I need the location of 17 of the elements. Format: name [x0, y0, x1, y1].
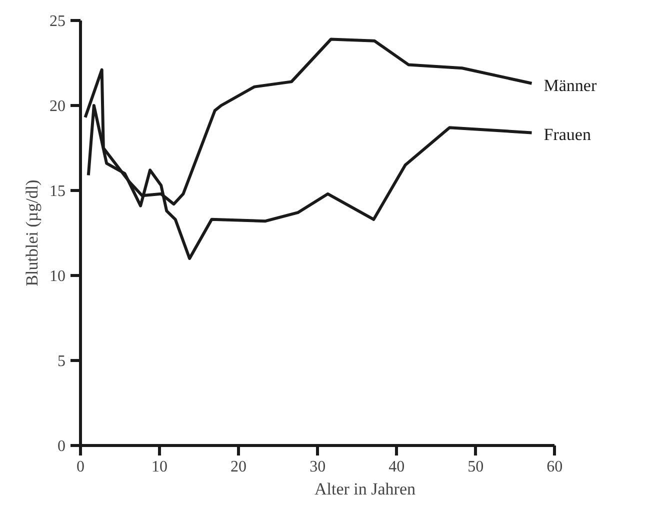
- x-tick-label: 40: [388, 458, 405, 476]
- x-tick-label: 0: [76, 458, 84, 476]
- x-tick-label: 10: [152, 458, 168, 476]
- x-tick-label: 30: [310, 458, 326, 476]
- y-axis-title: Blutblei (µg/dl): [22, 180, 42, 286]
- y-tick-label: 15: [50, 183, 66, 200]
- series-label: Männer: [544, 76, 597, 95]
- y-tick-label: 25: [50, 13, 66, 30]
- x-tick-label: 20: [230, 458, 247, 476]
- series-label: Frauen: [544, 125, 592, 144]
- y-tick-label: 10: [50, 268, 66, 285]
- x-tick-label: 60: [546, 458, 563, 476]
- x-tick-label: 50: [468, 458, 484, 476]
- x-axis-title: Alter in Jahren: [314, 480, 416, 498]
- y-tick-label: 20: [50, 98, 66, 115]
- y-tick-label: 0: [58, 438, 66, 455]
- y-tick-label: 5: [58, 353, 66, 370]
